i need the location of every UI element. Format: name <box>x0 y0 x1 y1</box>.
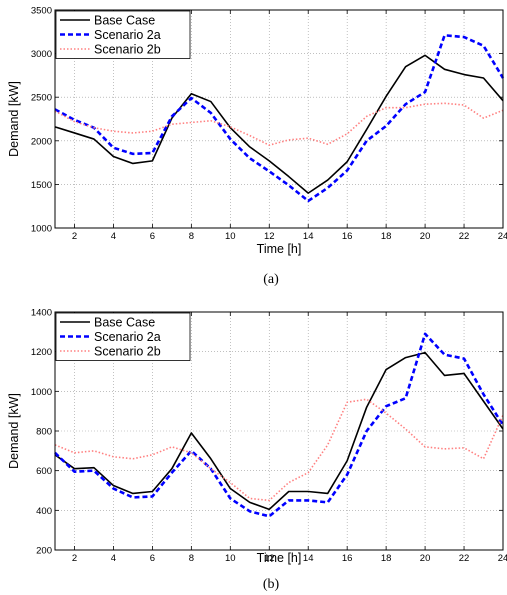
y-axis-title: Demand [kW] <box>7 81 21 157</box>
y-tick-label: 2500 <box>31 93 52 104</box>
x-tick-label: 8 <box>189 231 194 242</box>
x-tick-label: 22 <box>459 231 470 242</box>
panel-caption: (a) <box>263 272 279 287</box>
x-tick-label: 4 <box>111 231 116 242</box>
x-tick-label: 18 <box>381 231 392 242</box>
x-tick-label: 20 <box>420 231 431 242</box>
axes-frame <box>54 9 504 229</box>
x-tick-label: 10 <box>225 231 236 242</box>
chart-panel-a: 2 4 6 8 10 12 14 16 18 20 22 2410001500200025003000… <box>7 6 507 288</box>
y-tick-label: 1000 <box>31 387 52 398</box>
x-tick-label: 8 <box>189 553 194 564</box>
legend-label: Base Case <box>94 14 155 28</box>
y-tick-label: 400 <box>36 506 52 517</box>
x-axis-title: Time [h] <box>257 551 302 565</box>
series-line-base-case <box>54 54 504 194</box>
x-axis-title: Time [h] <box>257 242 302 256</box>
series-line-scenario-2b <box>54 398 504 502</box>
x-tick-label: 10 <box>225 553 236 564</box>
legend-label: Scenario 2b <box>94 345 161 359</box>
x-tick-label: 12 <box>264 231 275 242</box>
series-line-scenario-2a <box>54 332 505 518</box>
x-tick-label: 18 <box>381 553 392 564</box>
series-line-scenario-2a <box>54 33 505 203</box>
x-tick-label: 2 <box>72 231 77 242</box>
x-tick-label: 24 <box>498 231 507 242</box>
y-tick-label: 1000 <box>31 224 52 235</box>
series-line-scenario-2b <box>54 102 504 146</box>
x-tick-label: 14 <box>303 553 314 564</box>
x-tick-label: 2 <box>72 553 77 564</box>
panel-caption: (b) <box>263 577 280 592</box>
y-axis-title: Demand [kW] <box>7 393 21 469</box>
x-tick-label: 16 <box>342 553 353 564</box>
x-tick-label: 6 <box>150 231 155 242</box>
legend-label: Scenario 2a <box>94 28 161 42</box>
y-tick-label: 3000 <box>31 49 52 60</box>
x-tick-label: 14 <box>303 231 314 242</box>
y-tick-label: 3500 <box>31 6 52 17</box>
x-tick-label: 4 <box>111 553 116 564</box>
x-tick-label: 20 <box>420 553 431 564</box>
chart-panel-b: 2 4 6 8 10 12 14 16 18 20 22 2420040060080010001200… <box>7 308 507 593</box>
y-tick-label: 200 <box>36 546 52 557</box>
y-tick-label: 800 <box>36 427 52 438</box>
x-tick-label: 6 <box>150 553 155 564</box>
y-tick-label: 600 <box>36 466 52 477</box>
x-tick-label: 22 <box>459 553 470 564</box>
legend-label: Scenario 2b <box>94 43 161 57</box>
y-tick-label: 1400 <box>31 308 52 319</box>
x-tick-label: 12 <box>264 553 275 564</box>
y-tick-label: 1500 <box>31 180 52 191</box>
legend-label: Base Case <box>94 316 155 330</box>
legend-label: Scenario 2a <box>94 330 161 344</box>
series-line-base-case <box>54 351 504 511</box>
x-tick-label: 16 <box>342 231 353 242</box>
x-tick-label: 24 <box>498 553 507 564</box>
y-tick-label: 1200 <box>31 347 52 358</box>
y-tick-label: 2000 <box>31 136 52 147</box>
